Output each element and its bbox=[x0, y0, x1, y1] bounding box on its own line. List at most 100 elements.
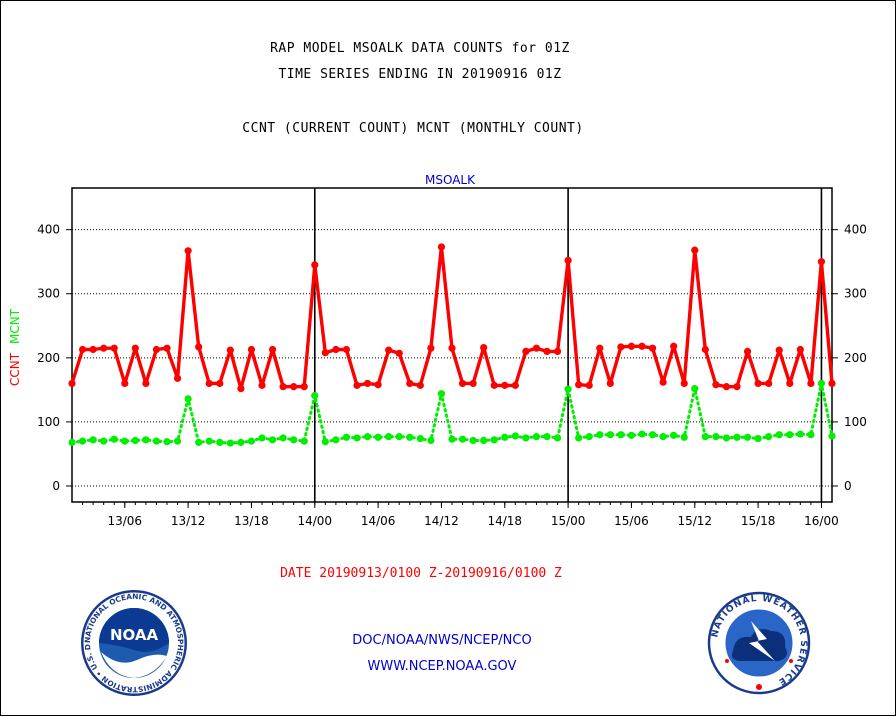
data-point-mcnt bbox=[89, 436, 97, 444]
data-point-ccnt bbox=[216, 379, 224, 388]
noaa-text: NOAA bbox=[110, 626, 159, 644]
data-point-ccnt bbox=[828, 379, 836, 388]
data-point-ccnt bbox=[765, 379, 773, 388]
data-point-ccnt bbox=[184, 247, 192, 255]
y-axis-label-ccnt: CCNT bbox=[8, 352, 22, 386]
data-point-ccnt bbox=[627, 342, 636, 350]
series-layer bbox=[68, 243, 836, 447]
chart-title-line-1: RAP MODEL MSOALK DATA COUNTS for 01Z bbox=[270, 41, 570, 56]
y-tick-label-right: 100 bbox=[844, 415, 867, 429]
data-point-ccnt bbox=[553, 347, 562, 356]
x-tick-label: 13/18 bbox=[234, 514, 269, 528]
plot-border bbox=[71, 187, 833, 503]
data-point-ccnt bbox=[247, 345, 256, 354]
data-point-mcnt bbox=[501, 433, 509, 441]
data-point-mcnt bbox=[290, 436, 298, 444]
data-point-mcnt bbox=[237, 438, 245, 447]
data-point-mcnt bbox=[268, 436, 277, 444]
data-point-mcnt bbox=[691, 384, 699, 393]
data-point-ccnt bbox=[142, 379, 150, 388]
data-point-mcnt bbox=[300, 437, 308, 445]
data-point-ccnt bbox=[501, 381, 509, 389]
data-point-ccnt bbox=[395, 349, 403, 357]
data-point-mcnt bbox=[110, 435, 118, 443]
y-tick-label-left: 300 bbox=[37, 287, 60, 301]
data-point-ccnt bbox=[680, 379, 688, 388]
data-point-mcnt bbox=[733, 433, 741, 441]
x-tick-label: 15/00 bbox=[551, 514, 586, 528]
data-point-ccnt bbox=[575, 381, 583, 389]
data-point-mcnt bbox=[385, 433, 393, 441]
data-point-mcnt bbox=[532, 433, 541, 441]
data-point-mcnt bbox=[321, 438, 329, 446]
data-point-ccnt bbox=[226, 346, 234, 354]
data-point-ccnt bbox=[511, 381, 519, 389]
chart-title-line-2: TIME SERIES ENDING IN 20190916 01Z bbox=[278, 67, 562, 82]
data-point-ccnt bbox=[152, 345, 161, 354]
data-point-mcnt bbox=[448, 435, 456, 443]
data-point-mcnt bbox=[173, 437, 182, 445]
data-point-mcnt bbox=[796, 430, 804, 438]
data-point-mcnt bbox=[205, 437, 213, 445]
data-point-mcnt bbox=[490, 436, 498, 444]
data-point-mcnt bbox=[553, 434, 562, 442]
data-point-mcnt bbox=[78, 437, 87, 445]
data-point-mcnt bbox=[575, 434, 583, 442]
y-tick-label-right: 400 bbox=[844, 223, 867, 237]
data-point-ccnt bbox=[121, 379, 129, 388]
data-point-ccnt bbox=[691, 246, 699, 254]
data-point-mcnt bbox=[195, 438, 203, 447]
series-line-ccnt bbox=[70, 245, 834, 391]
data-point-mcnt bbox=[511, 432, 519, 440]
data-point-ccnt bbox=[480, 343, 488, 352]
x-tick-label: 15/18 bbox=[741, 514, 776, 528]
y-axis-label-mcnt: MCNT bbox=[8, 308, 22, 344]
data-point-ccnt bbox=[416, 381, 424, 389]
x-tick-label: 15/06 bbox=[614, 514, 649, 528]
data-point-ccnt bbox=[638, 342, 646, 350]
data-point-mcnt bbox=[786, 431, 794, 439]
data-point-ccnt bbox=[670, 342, 678, 350]
data-point-mcnt bbox=[226, 439, 234, 447]
data-point-ccnt bbox=[385, 346, 393, 354]
chart-title-line-3: CCNT (CURRENT COUNT) MCNT (MONTHLY COUNT… bbox=[242, 121, 584, 136]
data-point-ccnt bbox=[522, 347, 530, 356]
data-point-mcnt bbox=[184, 395, 192, 403]
nws-logo-icon: NATIONAL WEATHER SERVICE bbox=[707, 591, 811, 695]
data-point-ccnt bbox=[659, 378, 667, 386]
data-point-mcnt bbox=[807, 431, 815, 439]
noaa-logo-icon: NATIONAL OCEANIC AND ATMOSPHERIC ADMINIS… bbox=[79, 590, 187, 696]
data-point-mcnt bbox=[247, 437, 256, 445]
data-point-mcnt bbox=[163, 438, 171, 446]
y-tick-label-left: 400 bbox=[37, 223, 60, 237]
y-tick-label-right: 0 bbox=[844, 479, 852, 493]
data-point-mcnt bbox=[627, 431, 636, 439]
data-point-mcnt bbox=[817, 379, 826, 388]
data-point-ccnt bbox=[110, 344, 118, 352]
data-point-mcnt bbox=[68, 438, 76, 447]
org-label: DOC/NOAA/NWS/NCEP/NCO bbox=[352, 633, 532, 648]
data-point-ccnt bbox=[205, 379, 213, 388]
data-point-mcnt bbox=[480, 436, 488, 445]
data-point-ccnt bbox=[268, 345, 277, 354]
y-tick-label-left: 200 bbox=[37, 351, 60, 365]
data-point-ccnt bbox=[131, 344, 139, 352]
data-point-ccnt bbox=[722, 383, 731, 391]
data-point-ccnt bbox=[596, 344, 604, 352]
data-point-ccnt bbox=[775, 346, 783, 354]
data-point-ccnt bbox=[258, 381, 266, 389]
data-point-ccnt bbox=[100, 344, 108, 352]
data-point-mcnt bbox=[670, 431, 678, 439]
y-tick-label-right: 300 bbox=[844, 287, 867, 301]
data-point-mcnt bbox=[701, 433, 709, 441]
website-link[interactable]: WWW.NCEP.NOAA.GOV bbox=[367, 659, 517, 674]
data-point-ccnt bbox=[543, 347, 551, 356]
data-point-ccnt bbox=[754, 379, 762, 388]
data-point-mcnt bbox=[596, 431, 604, 439]
data-point-mcnt bbox=[279, 434, 287, 442]
data-point-mcnt bbox=[353, 434, 361, 442]
data-point-mcnt bbox=[712, 433, 720, 441]
data-point-mcnt bbox=[342, 433, 351, 441]
data-point-ccnt bbox=[427, 344, 435, 352]
data-point-mcnt bbox=[754, 434, 762, 443]
